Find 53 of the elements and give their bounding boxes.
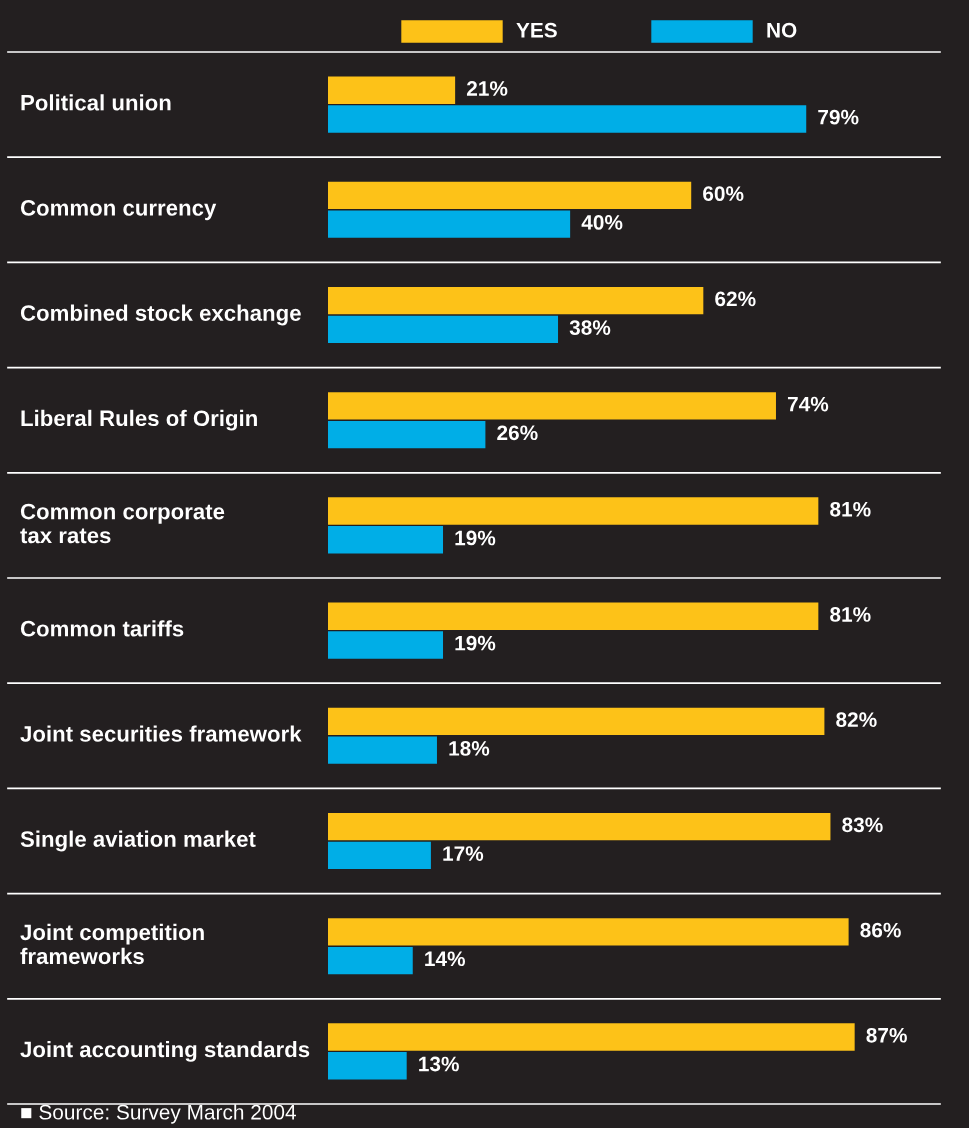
data-label: 13% bbox=[419, 1056, 459, 1072]
y-tick-label: Common corporate tax rates bbox=[20, 503, 225, 544]
text: ■ Source: Survey March 2004 bbox=[21, 1104, 296, 1124]
bar bbox=[328, 707, 825, 736]
data-label: 74% bbox=[787, 396, 829, 412]
data-label: 87% bbox=[866, 1027, 907, 1043]
data-label: 26% bbox=[497, 425, 538, 441]
legend-label: NO bbox=[767, 22, 797, 38]
bar bbox=[328, 392, 776, 420]
bar bbox=[328, 812, 831, 841]
data-label: 86% bbox=[860, 922, 901, 938]
y-tick-label: Joint accounting standards bbox=[20, 1040, 310, 1062]
bar bbox=[328, 918, 849, 946]
data-label: 14% bbox=[425, 951, 466, 967]
bar bbox=[328, 602, 819, 630]
data-label: 79% bbox=[818, 109, 859, 125]
y-tick-label: Liberal Rules of Origin bbox=[21, 409, 257, 431]
bar bbox=[328, 420, 486, 449]
data-label: 62% bbox=[715, 291, 756, 307]
y-tick-label: Political union bbox=[21, 94, 171, 111]
data-label: 60% bbox=[703, 186, 744, 202]
data-label: 82% bbox=[836, 712, 877, 728]
bar bbox=[328, 526, 444, 554]
bar bbox=[328, 1023, 855, 1051]
bar bbox=[328, 286, 704, 315]
data-label: 17% bbox=[443, 846, 484, 861]
data-label: 81% bbox=[830, 607, 871, 622]
bar bbox=[328, 946, 413, 975]
y-tick-label: Combined stock exchange bbox=[20, 304, 301, 326]
y-tick-label: Common currency bbox=[20, 200, 217, 221]
data-label: 21% bbox=[466, 81, 508, 96]
bar bbox=[328, 497, 819, 525]
bar bbox=[328, 76, 456, 104]
data-label: 38% bbox=[569, 320, 611, 335]
bar bbox=[328, 631, 444, 659]
data-label: 18% bbox=[449, 741, 490, 756]
y-tick-label: Single aviation market bbox=[20, 830, 256, 852]
bar bbox=[328, 105, 807, 133]
data-label: 81% bbox=[830, 501, 871, 517]
data-label: 19% bbox=[455, 635, 496, 651]
data-label: 40% bbox=[581, 215, 623, 230]
data-label: 83% bbox=[842, 817, 883, 833]
bar bbox=[328, 181, 692, 210]
y-tick-label: Joint securities framework bbox=[20, 725, 302, 742]
bar bbox=[328, 315, 559, 344]
y-tick-label: Joint competition frameworks bbox=[20, 923, 204, 965]
bar bbox=[328, 736, 437, 764]
legend-label: YES bbox=[516, 22, 557, 38]
data-label: 19% bbox=[455, 530, 496, 546]
bar bbox=[328, 841, 431, 870]
y-tick-label: Common tariffs bbox=[20, 620, 184, 637]
bar bbox=[328, 210, 571, 238]
bar bbox=[328, 1052, 407, 1080]
